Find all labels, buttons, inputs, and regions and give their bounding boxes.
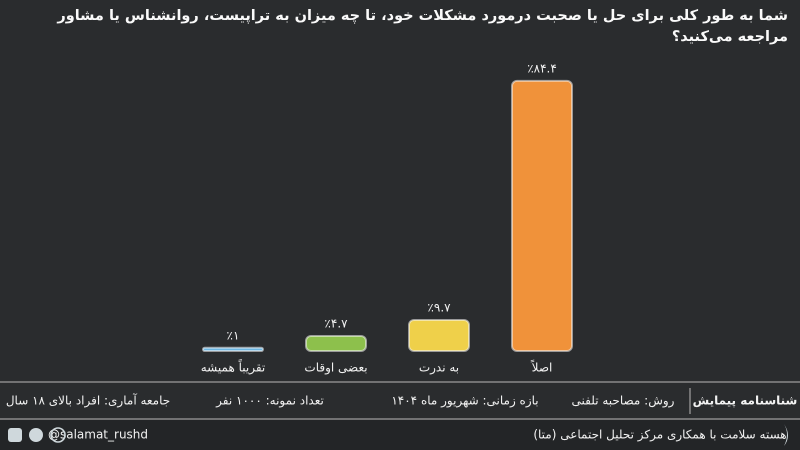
- credits-handle: @salamat_rushd: [48, 428, 148, 442]
- credits-organization: هسته سلامت با همکاری مرکز تحلیل اجتماعی …: [533, 428, 786, 443]
- icon: [29, 428, 43, 442]
- footer-heading: شناسنامه پیمایش: [693, 394, 798, 408]
- title-box: شما به طور کلی برای حل یا صحبت درمورد مش…: [57, 8, 788, 45]
- bar: [408, 318, 470, 352]
- x-tick-label: به ندرت: [419, 361, 459, 376]
- footer-item: جامعه آماری: افراد بالای ۱۸ سال: [6, 393, 170, 409]
- footer-item: روش: مصاحبه تلفنی: [572, 394, 675, 409]
- bar: [202, 346, 264, 352]
- x-tick-label: بعضی اوقات: [304, 361, 367, 376]
- x-tick-label: اصلاً: [531, 360, 553, 375]
- x-tick-label: تقریباً همیشه: [201, 359, 266, 376]
- credits-bar: [0, 420, 800, 450]
- value-label: ٪۹.۷: [427, 300, 451, 314]
- value-label: ٪۴.۷: [324, 316, 348, 330]
- bar: [305, 334, 367, 352]
- bar: [511, 79, 573, 352]
- social-icons: [8, 427, 66, 443]
- icon: [50, 427, 66, 443]
- footer-item: بازه زمانی: شهریور ماه ۱۴۰۴: [391, 394, 538, 409]
- chart-title: شما به طور کلی برای حل یا صحبت درمورد مش…: [57, 8, 788, 45]
- logo: [784, 424, 788, 446]
- value-label: ٪۱: [227, 328, 240, 342]
- icon: [8, 428, 22, 442]
- footer-item: تعداد نمونه: ۱۰۰۰ نفر: [215, 394, 324, 409]
- value-label: ٪۸۴.۴: [527, 61, 557, 75]
